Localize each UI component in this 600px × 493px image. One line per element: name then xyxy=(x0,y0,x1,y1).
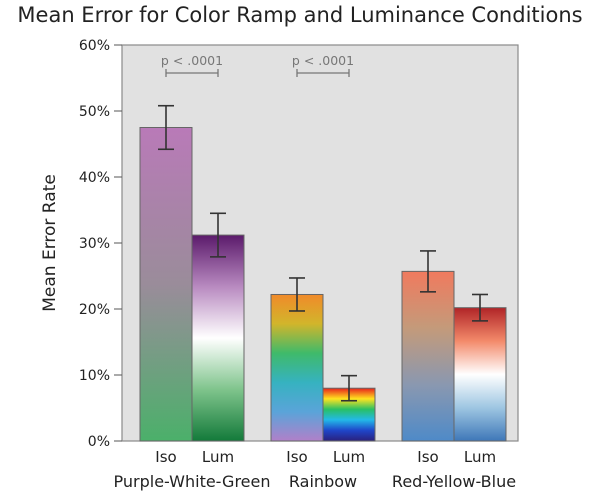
y-tick-label: 30% xyxy=(79,236,110,252)
bar xyxy=(139,127,193,442)
bar-label: Lum xyxy=(464,448,496,466)
y-tick-label: 60% xyxy=(79,38,110,54)
bar-label: Iso xyxy=(417,448,438,466)
bar-label: Iso xyxy=(155,448,176,466)
bar xyxy=(401,270,455,442)
chart-title: Mean Error for Color Ramp and Luminance … xyxy=(17,3,582,27)
bar-label: Lum xyxy=(333,448,365,466)
group-label: Red-Yellow-Blue xyxy=(392,472,516,491)
significance-annotation: p < .0001 xyxy=(161,53,223,68)
y-tick-label: 20% xyxy=(79,302,110,318)
y-axis-label: Mean Error Rate xyxy=(40,174,60,312)
y-tick-label: 50% xyxy=(79,104,110,120)
bar xyxy=(270,293,324,442)
y-tick-label: 10% xyxy=(79,368,110,384)
y-tick-label: 40% xyxy=(79,170,110,186)
significance-annotation: p < .0001 xyxy=(292,53,354,68)
group-label: Rainbow xyxy=(289,472,357,491)
bar-label: Iso xyxy=(286,448,307,466)
category-labels: Iso Lum Purple-White-Green Iso Lum Rainbow Iso… xyxy=(114,448,517,491)
y-tick-label: 0% xyxy=(88,434,110,450)
bar xyxy=(191,234,245,442)
y-axis-ticks: 0% 10% 20% 30% 40% 50% 60% xyxy=(79,38,122,450)
bar-label: Lum xyxy=(202,448,234,466)
bars: p < .0001 p < .0001 xyxy=(139,53,507,442)
group-label: Purple-White-Green xyxy=(114,472,271,491)
bar xyxy=(453,307,507,442)
